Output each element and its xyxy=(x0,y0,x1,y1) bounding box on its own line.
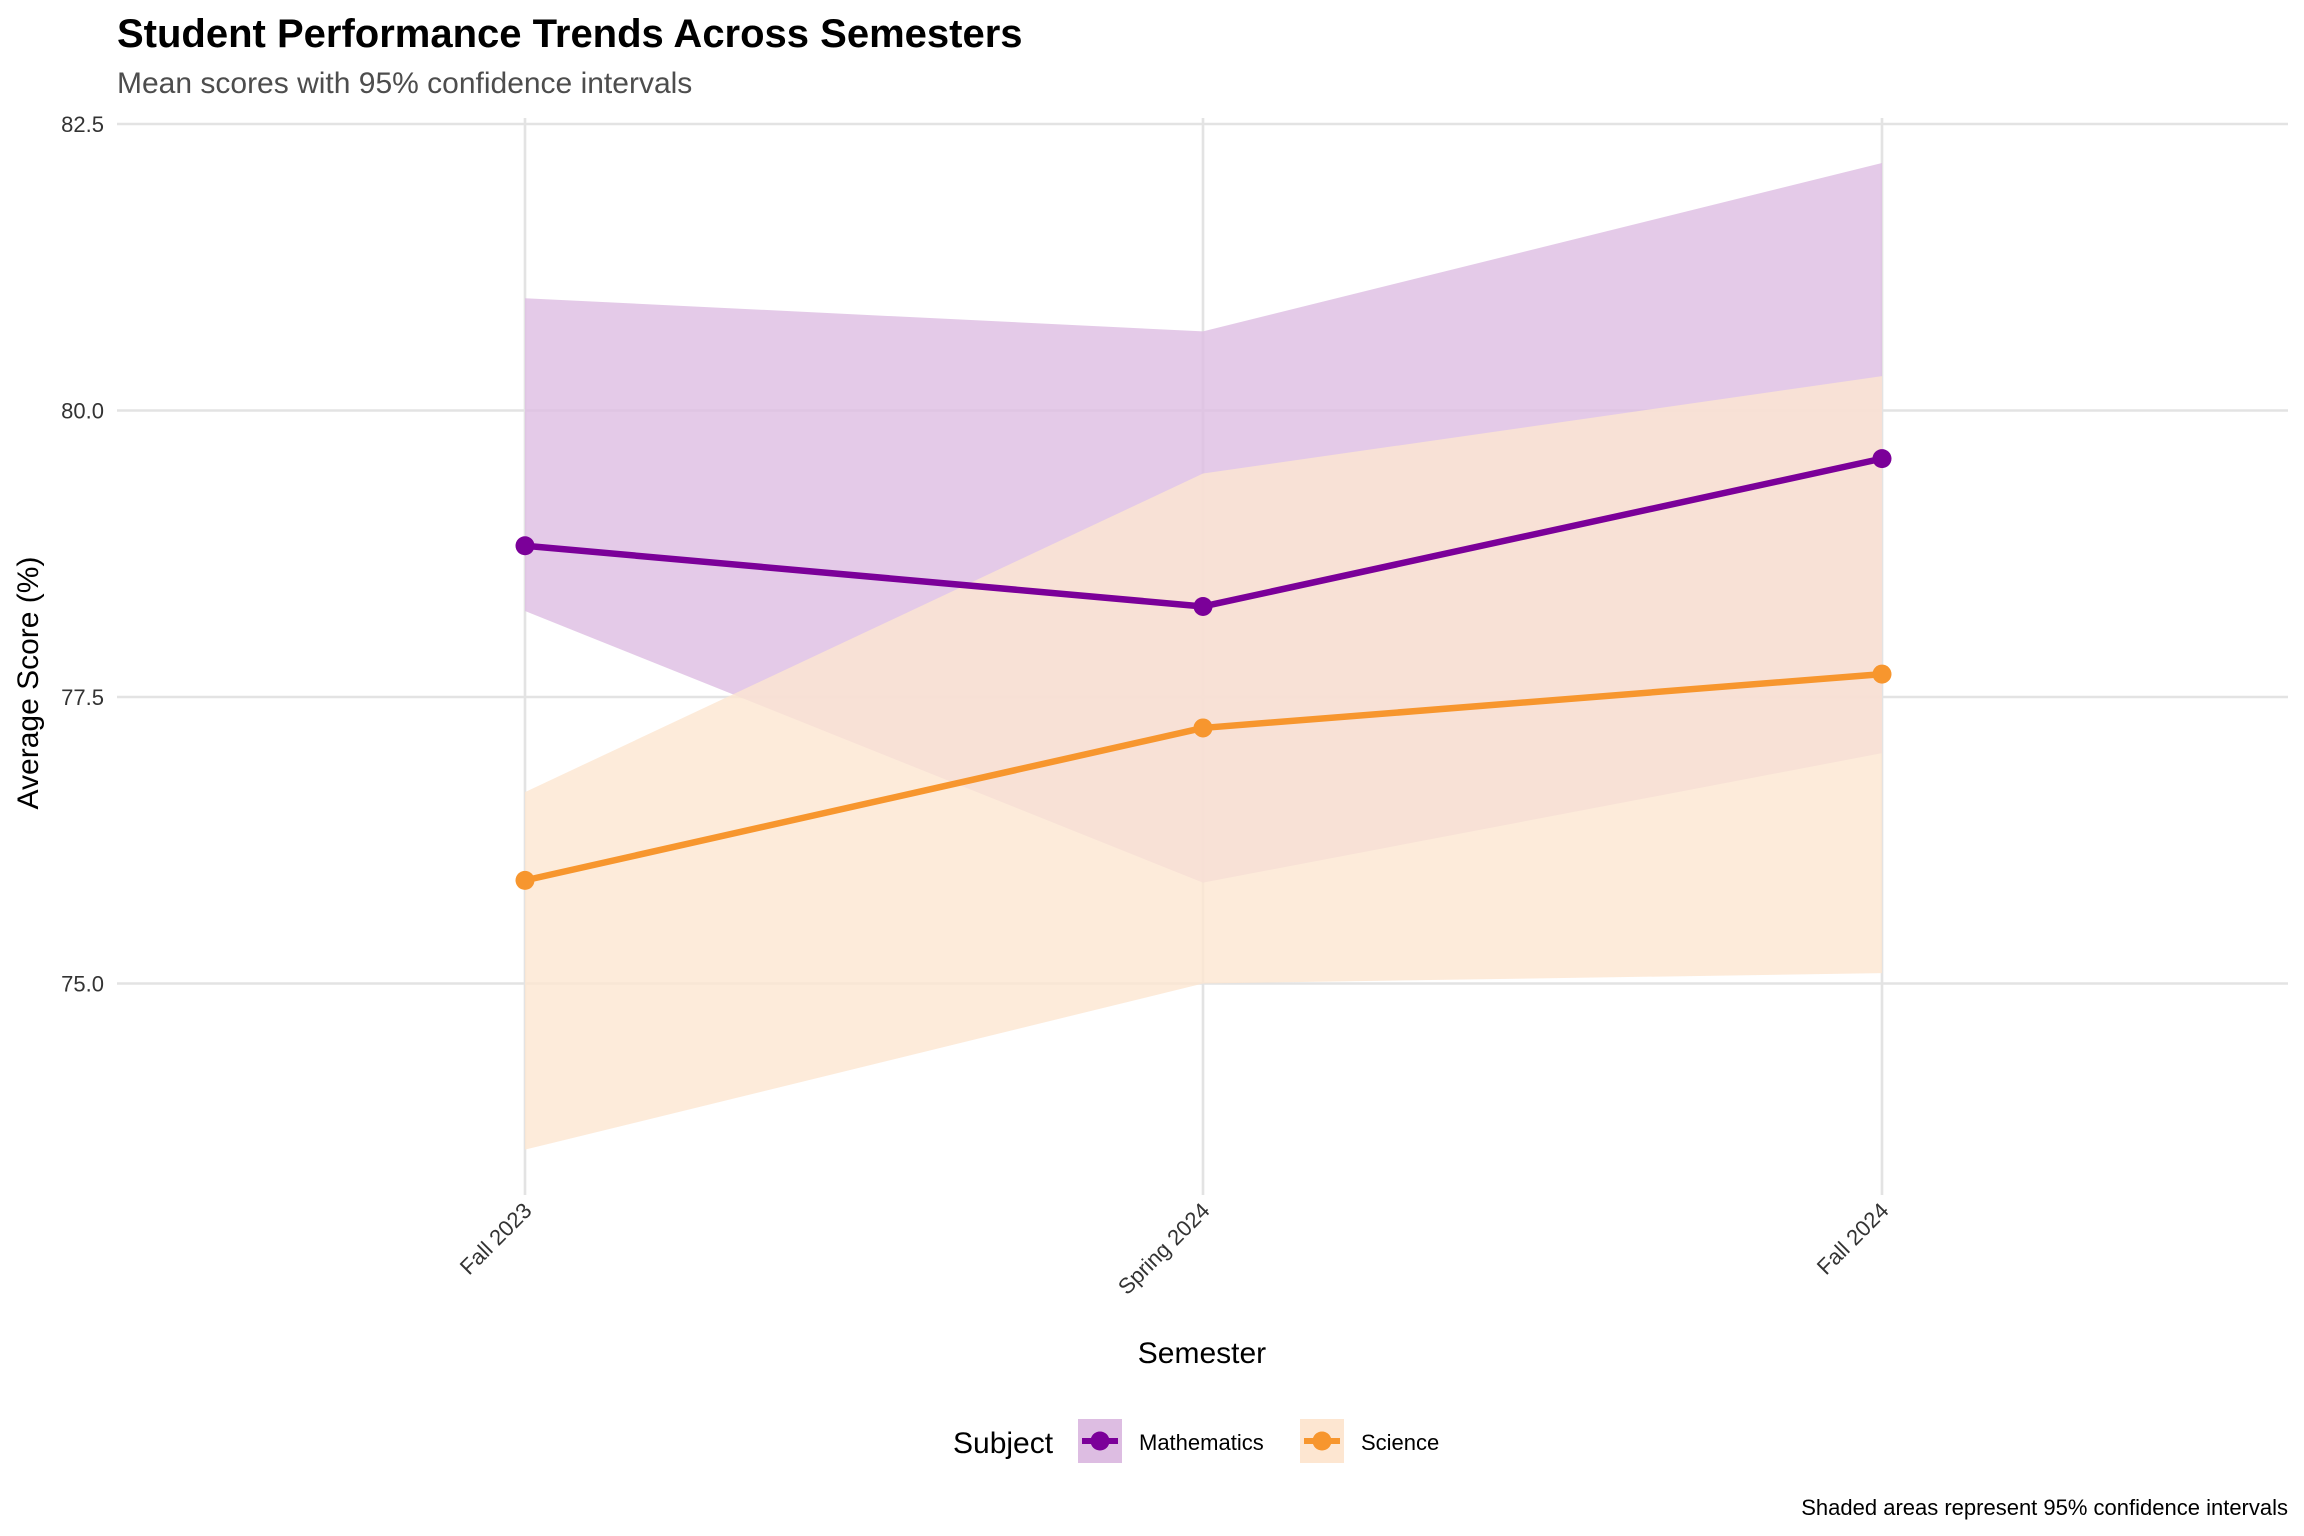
legend-key-point xyxy=(1090,1431,1110,1451)
x-axis-title: Semester xyxy=(1138,1337,1266,1370)
chart-caption: Shaded areas represent 95% confidence in… xyxy=(1801,1495,2288,1520)
legend-label: Science xyxy=(1361,1430,1439,1455)
x-tick-label: Spring 2024 xyxy=(1113,1198,1215,1300)
legend-title: Subject xyxy=(953,1427,1054,1460)
data-point-mathematics xyxy=(1193,596,1213,616)
y-axis-ticks: 75.0 77.5 80.0 82.5 xyxy=(61,112,104,997)
data-point-mathematics xyxy=(515,536,535,556)
y-tick-label: 82.5 xyxy=(61,112,104,137)
series-points xyxy=(515,449,1892,890)
legend-item-science: Science xyxy=(1300,1419,1439,1463)
y-tick-label: 75.0 xyxy=(61,972,104,997)
y-tick-label: 80.0 xyxy=(61,399,104,424)
legend-key-point xyxy=(1312,1431,1332,1451)
data-point-science xyxy=(1872,664,1892,684)
x-tick-label: Fall 2023 xyxy=(455,1198,537,1280)
x-tick-label: Fall 2024 xyxy=(1812,1198,1894,1280)
y-axis-title: Average Score (%) xyxy=(12,557,45,810)
x-axis-ticks: Fall 2023 Spring 2024 Fall 2024 xyxy=(455,1198,1894,1300)
legend-item-mathematics: Mathematics xyxy=(1078,1419,1264,1463)
ci-ribbon-science xyxy=(525,376,1882,1150)
data-point-mathematics xyxy=(1872,449,1892,469)
legend-label: Mathematics xyxy=(1139,1430,1264,1455)
legend: Subject Mathematics Science xyxy=(953,1419,1439,1463)
data-point-science xyxy=(515,870,535,890)
chart-subtitle: Mean scores with 95% confidence interval… xyxy=(117,67,692,100)
y-tick-label: 77.5 xyxy=(61,685,104,710)
data-point-science xyxy=(1193,718,1213,738)
chart-title: Student Performance Trends Across Semest… xyxy=(117,12,1023,56)
